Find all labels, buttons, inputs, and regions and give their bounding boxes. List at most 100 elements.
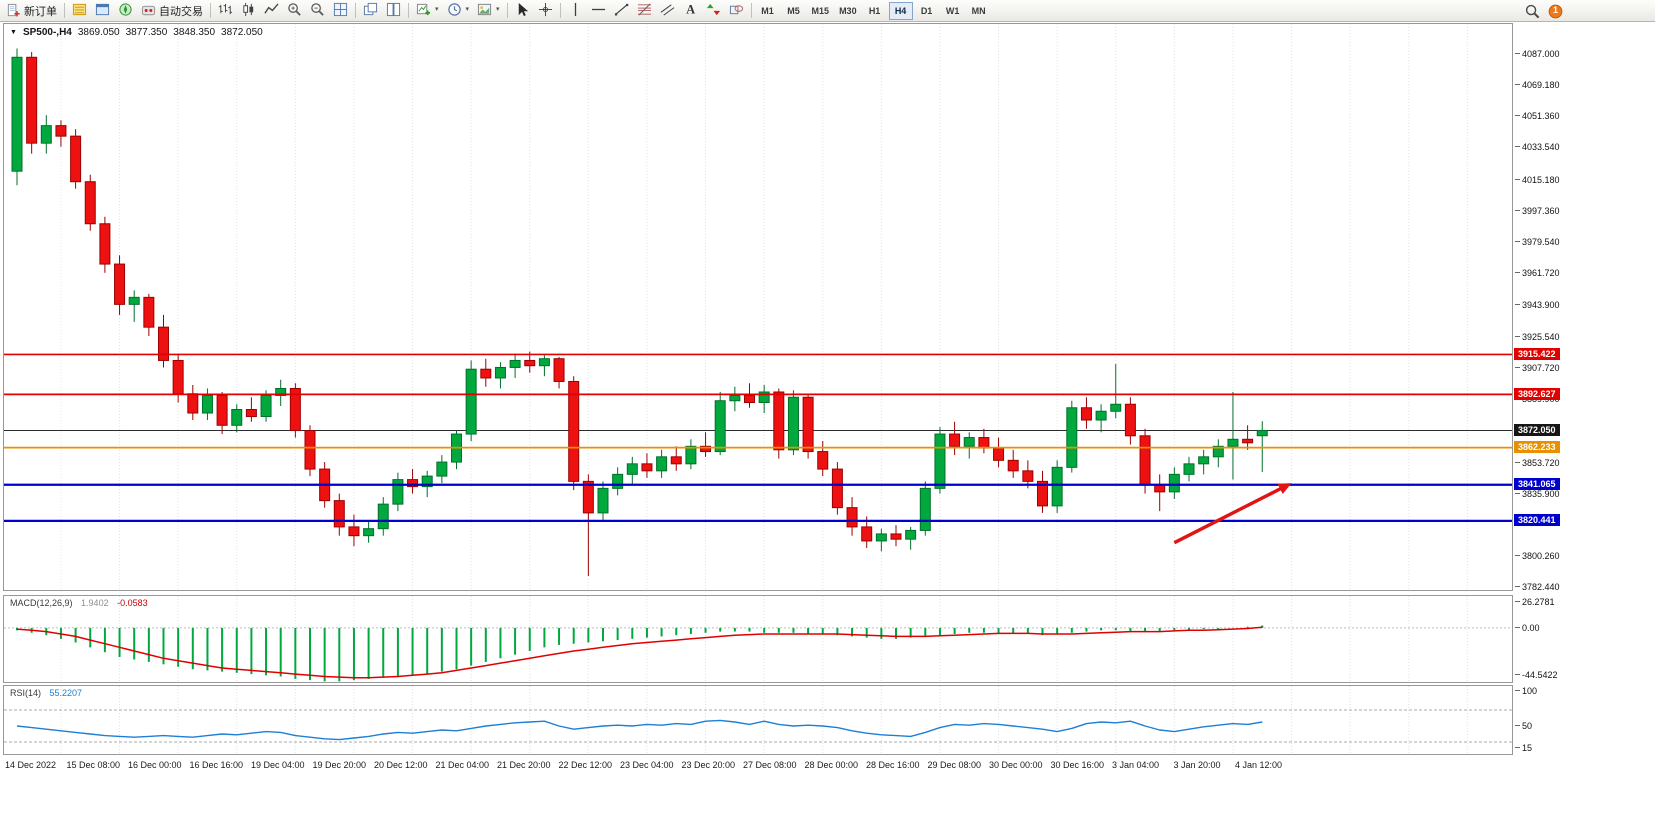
rsi-indicator-panel[interactable]: RSI(14) 55.2207 [3, 685, 1513, 755]
window-cascade-button[interactable] [359, 0, 382, 19]
dropdown-caret-icon: ▾ [465, 6, 470, 14]
crosshair-icon [538, 2, 553, 17]
time-axis-label: 15 Dec 08:00 [66, 760, 121, 770]
rsi-scale-label: 100 [1514, 686, 1538, 696]
price-axis-label: 3782.440 [1515, 582, 1560, 593]
data-window-icon [95, 2, 110, 17]
time-axis-label: 3 Jan 04:00 [1112, 760, 1160, 770]
price-axis-label: 3961.720 [1515, 268, 1560, 279]
svg-text:A: A [686, 2, 695, 16]
price-axis-label: 3943.900 [1515, 299, 1560, 310]
price-badge: 3841.065 [1514, 478, 1560, 491]
dropdown-caret-icon: ▾ [496, 6, 500, 14]
text-label-icon: A [683, 2, 698, 17]
price-axis-label: 4015.180 [1515, 174, 1560, 185]
data-window-button[interactable] [91, 0, 114, 19]
main-chart-panel[interactable]: ▼ SP500-,H4 3869.050 3877.350 3848.350 3… [3, 23, 1513, 591]
rsi-indicator-label: RSI(14) 55.2207 [10, 688, 83, 698]
price-axis[interactable]: 4087.000 4069.180 4051.360 4033.540 4015.180… [1514, 0, 1655, 824]
timeframe-m1-button[interactable]: M1 [756, 2, 780, 20]
price-axis-label: 3853.720 [1515, 457, 1560, 468]
price-axis-label: 4051.360 [1515, 111, 1560, 122]
price-badge: 3862.233 [1514, 441, 1560, 454]
time-axis-label: 30 Dec 00:00 [989, 760, 1043, 770]
ohlc-low: 3848.350 [173, 27, 216, 38]
timeframe-h1-button[interactable]: H1 [863, 2, 887, 20]
time-axis[interactable]: 14 Dec 2022 15 Dec 08:00 16 Dec 00:00 16 De… [3, 755, 1513, 775]
equidistant-channel-icon [660, 2, 675, 17]
templates-button[interactable]: ▾ [473, 0, 504, 19]
notifications-button[interactable]: 1 [1544, 1, 1567, 21]
price-axis-label: 4069.180 [1515, 80, 1560, 91]
vertical-line-icon [568, 2, 583, 17]
ohlc-close: 3872.050 [221, 27, 263, 38]
macd-main-value: 1.9402 [81, 598, 109, 608]
navigator-button[interactable] [114, 0, 137, 19]
zoom-in-button[interactable] [283, 0, 306, 19]
window-tile-button[interactable] [382, 0, 405, 19]
horizontal-line-button[interactable] [587, 0, 610, 19]
trendline-button[interactable] [610, 0, 633, 19]
shapes-button[interactable] [725, 0, 748, 19]
toolbar-separator [559, 3, 561, 18]
templates-icon [477, 2, 492, 17]
arrows-button[interactable] [702, 0, 725, 19]
market-watch-button[interactable] [68, 0, 91, 19]
symbol-period-label: SP500-,H4 [22, 27, 72, 38]
time-axis-label: 28 Dec 00:00 [804, 760, 859, 770]
periods-button[interactable]: ▾ [443, 0, 474, 19]
macd-canvas[interactable] [4, 596, 1512, 682]
macd-scale-label: -44.5422 [1515, 670, 1558, 680]
zoom-in-icon [287, 2, 302, 17]
search-button[interactable] [1521, 1, 1544, 21]
new-chart-button[interactable]: ▾ [412, 0, 443, 19]
new-order-button[interactable]: 新订单 [2, 1, 61, 21]
macd-indicator-label: MACD(12,26,9) 1.9402 -0.0583 [10, 598, 148, 608]
text-label-button[interactable]: A [679, 0, 702, 19]
line-chart-button[interactable] [260, 0, 283, 19]
trend-arrow-annotation[interactable] [1173, 483, 1292, 545]
price-badge: 3892.627 [1514, 387, 1560, 400]
panel-resize-handle[interactable] [0, 590, 1655, 594]
market-watch-icon [72, 2, 87, 17]
zoom-out-button[interactable] [306, 0, 329, 19]
candlestick-chart-button[interactable] [237, 0, 260, 19]
timeframe-m15-button[interactable]: M15 [808, 2, 834, 20]
timeframe-mn-button[interactable]: MN [967, 2, 991, 20]
notification-count-badge: 1 [1552, 5, 1558, 15]
window-cascade-icon [363, 2, 378, 17]
timeframe-m5-button[interactable]: M5 [782, 2, 806, 20]
time-axis-label: 16 Dec 00:00 [128, 760, 182, 770]
auto-arrange-button[interactable] [329, 0, 352, 19]
rsi-canvas[interactable] [4, 686, 1512, 754]
fibonacci-button[interactable] [633, 0, 656, 19]
equidistant-channel-button[interactable] [656, 0, 679, 19]
time-axis-label: 14 Dec 2022 [5, 760, 57, 770]
time-axis-label: 21 Dec 04:00 [435, 760, 490, 770]
time-axis-label: 28 Dec 16:00 [866, 760, 920, 770]
time-axis-label: 19 Dec 04:00 [251, 760, 305, 770]
main-chart-canvas[interactable] [4, 24, 1512, 590]
cursor-button[interactable] [511, 0, 534, 19]
candlestick-chart-icon [241, 2, 256, 17]
bar-chart-button[interactable] [214, 0, 237, 19]
timeframe-m30-button[interactable]: M30 [835, 2, 861, 20]
algo-trading-button[interactable]: 自动交易 [137, 1, 207, 21]
algo-trading-label: 自动交易 [159, 5, 203, 18]
time-axis-label: 3 Jan 20:00 [1173, 760, 1221, 770]
timeframe-w1-button[interactable]: W1 [941, 2, 965, 20]
timeframe-d1-button[interactable]: D1 [915, 2, 939, 20]
toolbar-separator [64, 3, 65, 18]
zoom-out-icon [310, 2, 325, 17]
timeframe-h4-button[interactable]: H4 [888, 2, 913, 20]
auto-arrange-icon [333, 2, 348, 17]
vertical-line-button[interactable] [564, 0, 587, 19]
toolbar-separator [506, 3, 508, 18]
panel-resize-handle[interactable] [0, 682, 1655, 686]
macd-indicator-panel[interactable]: MACD(12,26,9) 1.9402 -0.0583 [3, 595, 1513, 683]
one-click-trading-toggle-icon[interactable]: ▼ [10, 29, 17, 36]
crosshair-button[interactable] [534, 0, 557, 19]
algo-trading-icon [141, 3, 156, 18]
new-chart-icon [416, 2, 431, 17]
